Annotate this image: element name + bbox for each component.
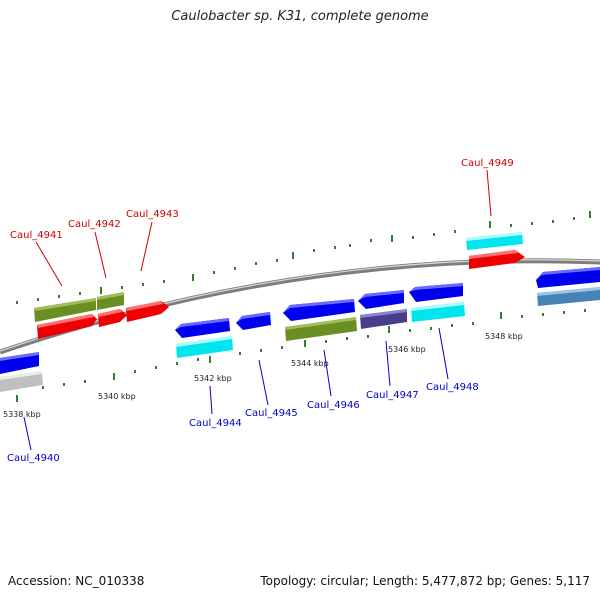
scale-label: 5338 kbp (3, 410, 41, 419)
map-title: Caulobacter sp. K31, complete genome (171, 9, 429, 24)
gene-label-caul-4949[interactable]: Caul_4949 (461, 158, 514, 169)
reverse-labels: Caul_4940 Caul_4944 Caul_4945 Caul_4946 … (7, 327, 479, 464)
forward-features (34, 232, 600, 339)
gene-label-caul-4943[interactable]: Caul_4943 (126, 209, 179, 220)
gene-label-caul-4947[interactable]: Caul_4947 (366, 390, 419, 401)
reverse-features (0, 283, 465, 392)
gene-feature-cyan[interactable] (176, 336, 233, 358)
gene-label-caul-4944[interactable]: Caul_4944 (189, 418, 242, 429)
gene-label-caul-4945[interactable]: Caul_4945 (245, 408, 298, 419)
gene-label-caul-4948[interactable]: Caul_4948 (426, 382, 479, 393)
scale-label: 5340 kbp (98, 392, 136, 401)
gene-feature-olive[interactable] (34, 298, 96, 322)
scale-label: 5348 kbp (485, 332, 523, 341)
gene-feature-olive[interactable] (285, 317, 357, 341)
forward-labels: Caul_4941 Caul_4942 Caul_4943 Caul_4949 (10, 158, 514, 287)
gene-label-caul-4942[interactable]: Caul_4942 (68, 219, 121, 230)
forward-tick-row (16, 211, 591, 304)
gene-label-caul-4941[interactable]: Caul_4941 (10, 230, 63, 241)
gene-label-caul-4946[interactable]: Caul_4946 (307, 400, 360, 411)
accession-text: Accession: NC_010338 (8, 574, 145, 588)
gene-feature-caul-4941[interactable] (37, 314, 97, 339)
reverse-tick-row (16, 309, 586, 402)
scale-label: 5346 kbp (388, 345, 426, 354)
gene-label-caul-4940[interactable]: Caul_4940 (7, 453, 60, 464)
scale-label: 5342 kbp (194, 374, 232, 383)
gene-feature-caul-4944[interactable] (175, 318, 230, 338)
scale-label: 5344 kbp (291, 359, 329, 368)
topology-text: Topology: circular; Length: 5,477,872 bp… (260, 574, 590, 588)
